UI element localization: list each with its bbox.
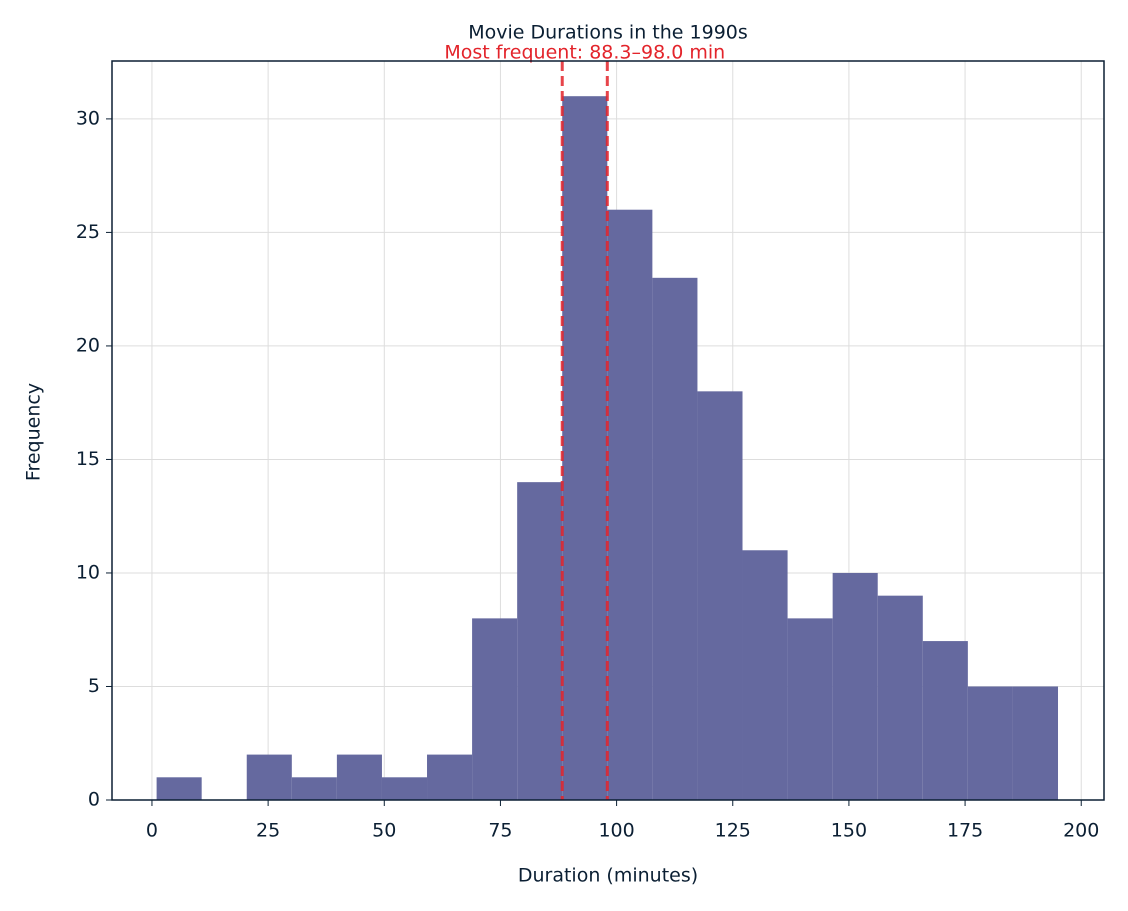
x-tick-label: 175 xyxy=(947,820,983,842)
bar xyxy=(562,96,608,800)
x-tick-label: 125 xyxy=(715,820,751,842)
x-tick-label: 0 xyxy=(146,820,158,842)
bar xyxy=(787,618,833,800)
plot-frame xyxy=(111,60,1105,801)
bar xyxy=(967,686,1013,800)
bar xyxy=(381,777,428,800)
y-tick-label: 20 xyxy=(76,334,100,356)
chart-title: Movie Durations in the 1990s xyxy=(468,22,748,44)
y-tick-label: 0 xyxy=(88,789,100,811)
y-tick-label: 30 xyxy=(76,107,100,129)
y-tick-label: 25 xyxy=(76,221,100,243)
bar xyxy=(607,209,653,801)
bar xyxy=(652,277,698,800)
bar xyxy=(1012,686,1059,800)
x-tick-label: 25 xyxy=(256,820,280,842)
bar xyxy=(742,550,788,800)
y-tick-label: 5 xyxy=(88,675,100,697)
y-tick-label: 10 xyxy=(76,561,100,583)
bar xyxy=(156,777,202,800)
bar xyxy=(472,618,518,800)
x-axis-label: Duration (minutes) xyxy=(518,865,698,887)
y-axis-label: Frequency xyxy=(23,383,45,481)
bar xyxy=(877,595,923,800)
x-tick-label: 100 xyxy=(598,820,634,842)
bar xyxy=(697,391,743,800)
bar xyxy=(922,641,968,800)
x-tick-label: 200 xyxy=(1063,820,1099,842)
bar xyxy=(427,754,473,800)
bar xyxy=(246,754,292,800)
bar xyxy=(336,754,382,800)
bar xyxy=(291,777,337,800)
annotation: Most frequent: 88.3–98.0 min xyxy=(444,42,725,64)
y-tick-label: 15 xyxy=(76,448,100,470)
x-tick-label: 75 xyxy=(488,820,512,842)
x-tick-label: 150 xyxy=(831,820,867,842)
bar xyxy=(517,482,563,800)
x-tick-label: 50 xyxy=(372,820,396,842)
bar xyxy=(832,572,878,800)
